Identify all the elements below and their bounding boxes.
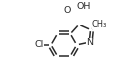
Text: O: O xyxy=(63,6,71,15)
Text: CH₃: CH₃ xyxy=(92,20,107,29)
Text: N: N xyxy=(86,38,93,47)
Text: OH: OH xyxy=(77,2,91,11)
Text: Cl: Cl xyxy=(35,40,44,49)
